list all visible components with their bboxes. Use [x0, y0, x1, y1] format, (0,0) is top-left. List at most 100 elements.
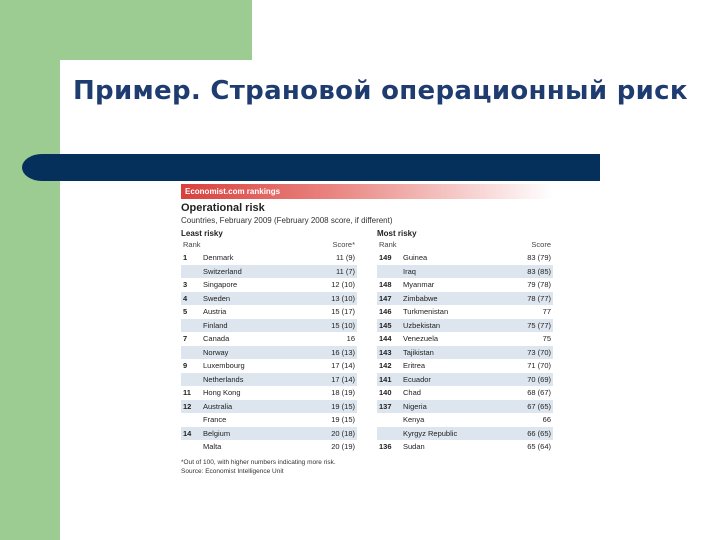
country-cell: Hong Kong [203, 388, 241, 397]
score-cell: 66 [542, 415, 551, 424]
table-row: 5 Austria 15 (17) [181, 305, 357, 319]
rank-cell: 9 [183, 361, 188, 370]
score-cell: 71 (70) [527, 361, 551, 370]
table-row: 145 Uzbekistan 75 (77) [377, 318, 553, 332]
score-cell: 79 (78) [527, 280, 551, 289]
figure-subtitle: Countries, February 2009 (February 2008 … [181, 216, 393, 225]
country-cell: Turkmenistan [403, 307, 449, 316]
score-cell: 83 (79) [527, 253, 551, 262]
table-row: 1 Denmark 11 (9) [181, 251, 357, 265]
country-cell: Myanmar [403, 280, 435, 289]
most-risky-header-row: Rank Score [377, 239, 553, 251]
score-cell: 18 (19) [331, 388, 355, 397]
rank-cell: 3 [183, 280, 188, 289]
score-cell: 75 (77) [527, 320, 551, 330]
score-cell: 20 (19) [331, 442, 355, 451]
table-row: Malta 20 (19) [181, 440, 357, 454]
rank-cell [379, 427, 403, 441]
score-cell: 16 [346, 334, 355, 343]
table-row: 137 Nigeria 67 (65) [377, 399, 553, 413]
rank-cell: 146 [379, 307, 392, 316]
rank-cell [183, 346, 203, 360]
rank-header: Rank [183, 240, 201, 249]
table-row: 149 Guinea 83 (79) [377, 251, 553, 265]
score-cell: 19 (15) [331, 401, 355, 411]
rank-cell: 149 [379, 253, 392, 262]
rank-cell: 147 [379, 293, 392, 303]
country-cell: Singapore [203, 280, 238, 289]
country-cell: Eritrea [403, 361, 426, 370]
table-row: 146 Turkmenistan 77 [377, 305, 553, 319]
rank-cell: 143 [379, 347, 392, 357]
score-header: Score* [332, 240, 355, 249]
table-row: 7 Canada 16 [181, 332, 357, 346]
table-row: France 19 (15) [181, 413, 357, 427]
country-cell: Zimbabwe [403, 293, 438, 303]
rank-cell: 1 [183, 253, 188, 262]
brand-banner: Economist.com rankings [181, 184, 553, 199]
country-cell: Denmark [203, 253, 234, 262]
score-cell: 67 (65) [527, 401, 551, 411]
least-risky-heading: Least risky [181, 229, 223, 238]
country-cell: Tajikistan [403, 347, 434, 357]
rule-bar [42, 154, 600, 181]
country-cell: Uzbekistan [403, 320, 441, 330]
rank-cell: 12 [183, 401, 192, 411]
table-row: Iraq 83 (85) [377, 264, 553, 279]
table-row: Netherlands 17 (14) [181, 372, 357, 386]
slide-title: Пример. Страновой операционный риск [73, 76, 688, 106]
rank-cell: 140 [379, 388, 392, 397]
score-cell: 17 (14) [331, 374, 355, 384]
country-cell: Guinea [403, 253, 428, 262]
table-row: 147 Zimbabwe 78 (77) [377, 291, 553, 305]
score-cell: 16 (13) [331, 347, 355, 357]
table-row: 141 Ecuador 70 (69) [377, 372, 553, 386]
score-cell: 11 (9) [335, 253, 355, 262]
most-risky-heading: Most risky [377, 229, 417, 238]
rank-cell [379, 413, 403, 427]
least-risky-header-row: Rank Score* [181, 239, 357, 251]
rank-cell: 145 [379, 320, 392, 330]
score-cell: 70 (69) [527, 374, 551, 384]
score-cell: 75 [542, 334, 551, 343]
table-row: 4 Sweden 13 (10) [181, 291, 357, 305]
table-row: 11 Hong Kong 18 (19) [181, 386, 357, 400]
country-cell: Norway [203, 347, 229, 357]
score-cell: 11 (7) [335, 266, 355, 276]
score-cell: 19 (15) [331, 415, 355, 424]
rank-cell: 148 [379, 280, 392, 289]
rank-cell [183, 413, 203, 427]
country-cell: Belgium [203, 428, 231, 438]
score-cell: 12 (10) [331, 280, 355, 289]
least-risky-rows: 1 Denmark 11 (9) Switzerland 11 (7) 3 Singapor… [181, 251, 357, 454]
rank-cell: 137 [379, 401, 392, 411]
operational-risk-figure: Economist.com rankings Operational risk … [181, 184, 553, 484]
most-risky-rows: 149 Guinea 83 (79) Iraq 83 (85) 148 Myanmar 79 … [377, 251, 553, 454]
country-cell: Sudan [403, 442, 425, 451]
country-cell: France [203, 415, 227, 424]
rank-header: Rank [379, 240, 397, 249]
score-cell: 15 (10) [331, 320, 355, 330]
table-row: Kenya 66 [377, 413, 553, 427]
country-cell: Australia [203, 401, 233, 411]
country-cell: Chad [403, 388, 421, 397]
table-row: 9 Luxembourg 17 (14) [181, 359, 357, 373]
country-cell: Finland [203, 320, 228, 330]
score-cell: 77 [542, 307, 551, 316]
score-cell: 20 (18) [331, 428, 355, 438]
score-cell: 15 (17) [331, 307, 355, 316]
rank-cell: 5 [183, 307, 188, 316]
figure-title: Operational risk [181, 202, 265, 214]
table-row: 136 Sudan 65 (64) [377, 440, 553, 454]
rank-cell: 11 [183, 388, 191, 397]
rank-cell: 14 [183, 428, 192, 438]
score-cell: 83 (85) [527, 266, 551, 276]
table-row: 3 Singapore 12 (10) [181, 278, 357, 292]
score-cell: 68 (67) [527, 388, 551, 397]
country-cell: Kyrgyz Republic [403, 428, 458, 438]
table-row: 148 Myanmar 79 (78) [377, 278, 553, 292]
score-cell: 73 (70) [527, 347, 551, 357]
table-row: 14 Belgium 20 (18) [181, 426, 357, 440]
table-row: 140 Chad 68 (67) [377, 386, 553, 400]
rank-cell [379, 265, 403, 279]
